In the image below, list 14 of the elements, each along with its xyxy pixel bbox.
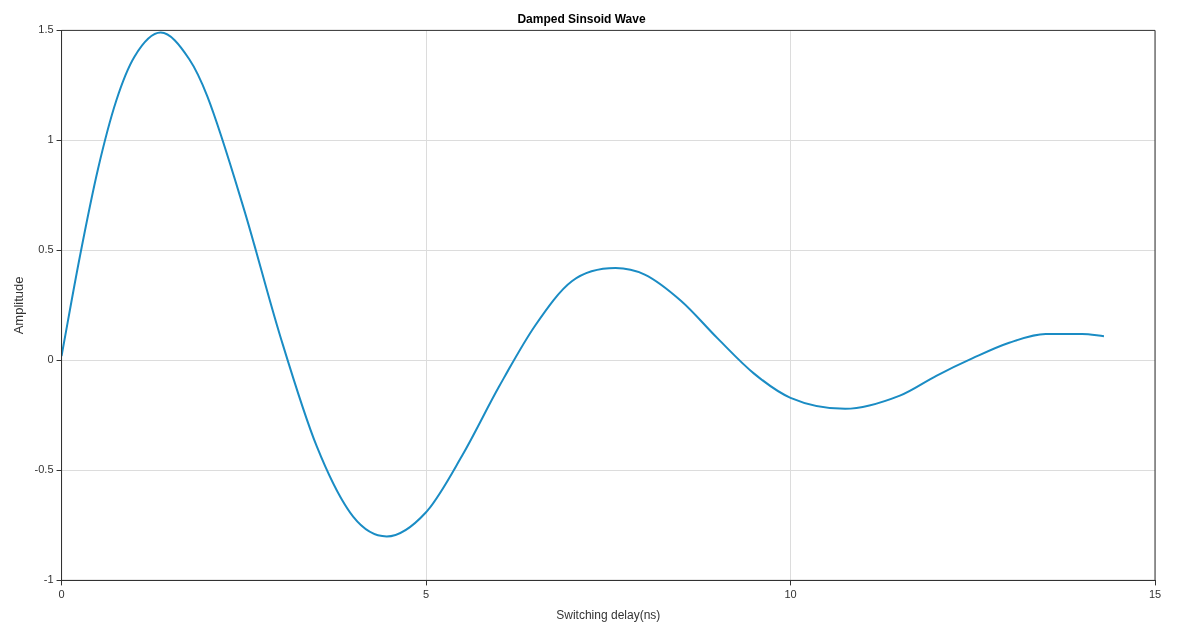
x-axis-title: Switching delay(ns) bbox=[556, 608, 661, 623]
x-tick-label: 5 bbox=[422, 588, 430, 601]
y-tick-label: 0 bbox=[47, 353, 54, 366]
x-tick-label: 15 bbox=[1148, 588, 1162, 601]
y-axis-title: Amplitude bbox=[11, 276, 27, 335]
y-tick-label: -0.5 bbox=[34, 463, 54, 476]
y-tick-label: 0.5 bbox=[38, 243, 54, 256]
chart-title: Damped Sinsoid Wave bbox=[517, 11, 646, 26]
y-tick-label: -1 bbox=[43, 573, 54, 586]
y-tick-label: 1.5 bbox=[38, 23, 54, 36]
y-tick-label: 1 bbox=[47, 133, 54, 146]
line-series bbox=[61, 31, 1105, 538]
x-tick-label: 10 bbox=[784, 588, 797, 601]
x-tick-label: 0 bbox=[58, 588, 65, 601]
